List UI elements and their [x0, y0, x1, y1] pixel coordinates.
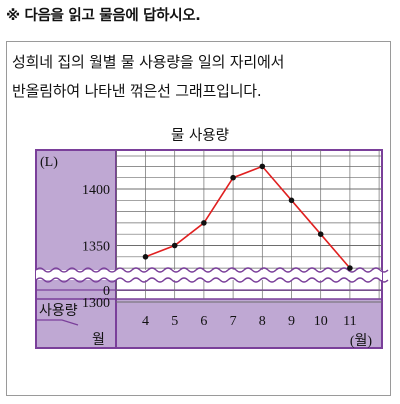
row-header-divider: [36, 319, 79, 326]
x-tick-label: 9: [288, 314, 295, 329]
x-tick-label: 8: [259, 314, 266, 329]
axis-break: [35, 267, 389, 283]
data-point: [347, 265, 353, 271]
x-tick-label: 5: [171, 314, 178, 329]
x-tick-label: 4: [142, 314, 149, 329]
y-axis-unit: (L): [40, 155, 58, 170]
question-text: 성희네 집의 월별 물 사용량을 일의 자리에서 반올림하여 나타낸 꺾은선 그…: [12, 48, 384, 106]
y-tick-label: 1350: [82, 240, 110, 255]
data-point: [259, 163, 266, 170]
y-axis-band: [36, 150, 116, 348]
question-line-2: 반올림하여 나타낸 꺾은선 그래프입니다.: [12, 82, 262, 100]
break-wave-bottom: [35, 277, 389, 283]
data-point: [142, 253, 149, 260]
x-tick-label: 10: [314, 314, 328, 329]
x-axis-band: [116, 299, 382, 348]
y-tick-label: 1300: [82, 296, 110, 311]
x-tick-label: 11: [343, 314, 356, 329]
break-band: [36, 270, 382, 280]
y-tick-label: 0: [103, 284, 110, 299]
chart-border: [35, 149, 383, 349]
series-line: [145, 165, 351, 269]
chart-frame: [35, 149, 383, 349]
x-tick-label: 6: [200, 314, 207, 329]
row-header-top: 사용량: [39, 303, 78, 319]
row-header-bottom: 월: [92, 332, 105, 348]
chart-series: [142, 163, 353, 271]
data-point: [317, 231, 324, 237]
x-tick-label: 7: [230, 314, 237, 329]
data-point: [171, 242, 178, 249]
data-point: [230, 174, 236, 181]
instruction: ※ 다음을 읽고 물음에 답하시오.: [6, 8, 201, 24]
question-line-1: 성희네 집의 월별 물 사용량을 일의 자리에서: [12, 53, 285, 71]
data-point: [201, 220, 207, 226]
question-card: [6, 41, 391, 396]
y-tick-label: 1400: [82, 183, 110, 198]
break-wave-top: [35, 267, 389, 273]
chart-title: 물 사용량: [171, 128, 229, 144]
data-point: [288, 197, 295, 204]
x-axis-unit: (월): [350, 333, 373, 349]
